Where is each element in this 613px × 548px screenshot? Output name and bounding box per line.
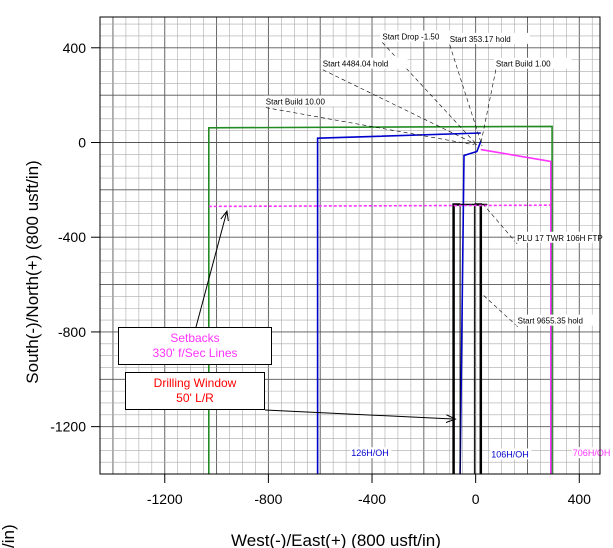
annotation-leader: [481, 293, 518, 327]
series-plan-126h: [316, 132, 481, 474]
annotation-text: Start Build 10.00: [266, 98, 326, 107]
y-tick-label: -1200: [50, 419, 86, 435]
setbacks-callout-line2: 330' f/Sec Lines: [152, 346, 238, 360]
well-label-background: [490, 448, 532, 460]
x-tick-label: -400: [358, 491, 386, 507]
annotation-text: Start 9655.35 hold: [518, 317, 583, 326]
annotation-leader: [483, 204, 518, 244]
annotation-background: [263, 95, 347, 107]
setbacks-callout: Setbacks 330' f/Sec Lines: [118, 327, 272, 365]
series-setback-dash: [208, 204, 551, 208]
callout-arrow-setbacks: [195, 211, 228, 328]
well-labels: 126H/OH 106H/OH 706H/OH: [350, 447, 613, 460]
drilling-window-callout: Drilling Window 50' L/R: [125, 372, 265, 410]
x-tick-label: -1200: [147, 491, 183, 507]
well-label: 126H/OH: [351, 448, 389, 458]
y-tick-label: 0: [78, 134, 86, 150]
series-dw-left: [452, 203, 461, 474]
series-setback-box: [208, 125, 553, 474]
tick-labels: -1200 -800 -400 0 400 400 0 -400 -800 -1200: [50, 40, 591, 507]
annotation-text: Start Build 1.00: [496, 60, 551, 69]
callout-arrowhead-setbacks: [220, 209, 229, 222]
annotation-background: [515, 314, 603, 326]
annotation-text: Start Drop -1.50: [382, 32, 439, 41]
y-tick-label: 400: [63, 40, 87, 56]
callout-arrow-drilling-window: [264, 409, 456, 420]
annotation-background: [447, 32, 530, 44]
annotation-leader: [480, 69, 497, 144]
series-plan-106h-a: [459, 141, 482, 475]
annotation-leader: [322, 69, 478, 146]
annotation-background: [320, 57, 408, 69]
series-plan-706h: [480, 148, 552, 474]
y-tick-label: -400: [58, 229, 86, 245]
well-label-background: [350, 447, 392, 459]
plot-lines: [208, 125, 553, 475]
plot-frame: [99, 16, 601, 475]
drilling-window-callout-line1: Drilling Window: [153, 376, 237, 390]
y-axis-label: South(-)/North(+) (800 usft/in): [23, 160, 42, 383]
annotation-text: Start 4484.04 hold: [323, 60, 388, 69]
x-tick-label: -800: [254, 491, 282, 507]
annotation-background: [493, 57, 572, 69]
drilling-window-callout-line2: 50' L/R: [176, 391, 214, 405]
annotations: Start Drop -1.50 Start 353.17 hold Start 4…: [263, 30, 607, 326]
x-tick-label: 400: [568, 491, 592, 507]
y-tick-label: -800: [58, 324, 86, 340]
annotation-text: PLU 17 TWR 106H FTP: [517, 234, 603, 243]
annotation-background: [380, 30, 458, 42]
x-tick-label: 0: [472, 491, 480, 507]
x-axis-label: West(-)/East(+) (800 usft/in): [231, 531, 441, 548]
annotation-leader: [449, 44, 483, 147]
annotation-text: Start 353.17 hold: [450, 35, 511, 44]
well-label-background: [571, 447, 613, 459]
setbacks-callout-line1: Setbacks: [170, 331, 220, 345]
well-label: 106H/OH: [491, 449, 529, 459]
clipped-axis-label: /in): [0, 524, 18, 548]
annotation-background: [515, 231, 607, 243]
callout-arrowhead-drilling-window: [445, 414, 457, 423]
annotation-leader: [265, 107, 475, 146]
callout-arrows: [195, 209, 457, 423]
well-label: 706H/OH: [573, 448, 611, 458]
